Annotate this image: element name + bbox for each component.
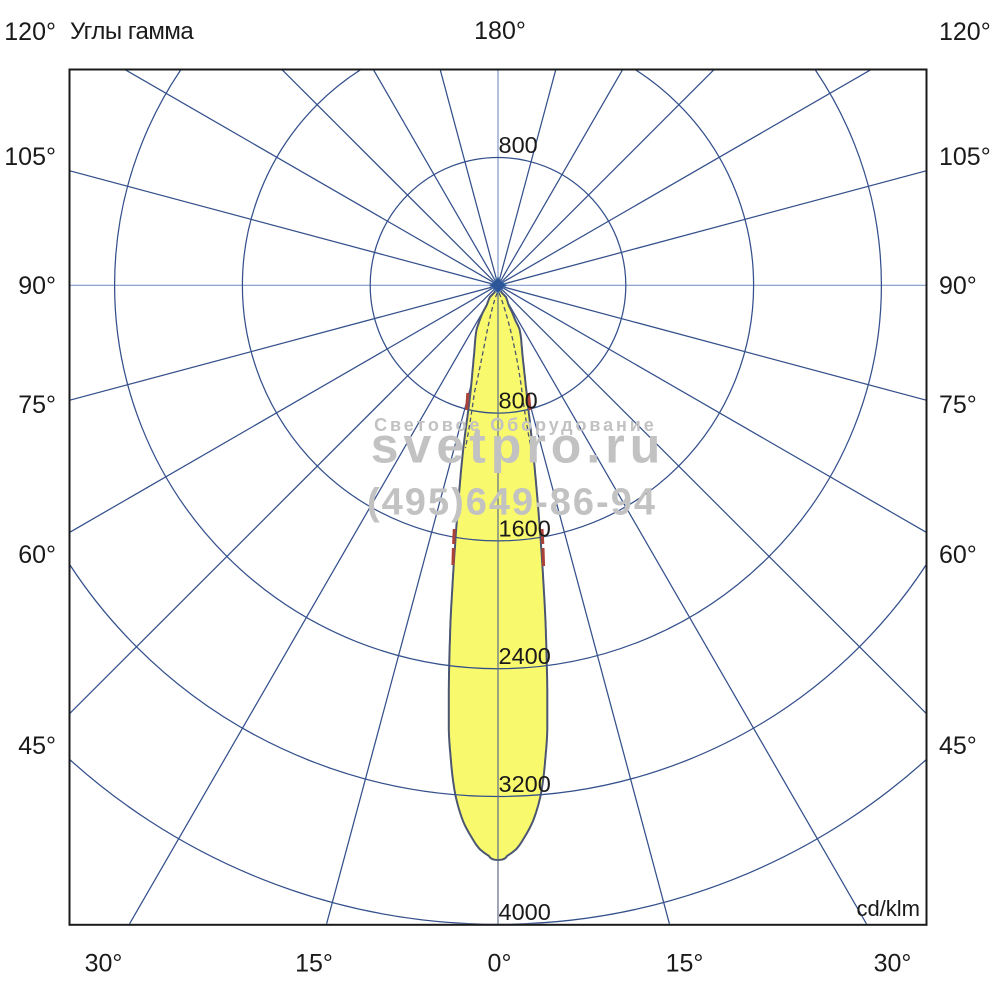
svg-text:800: 800 [499,388,538,414]
svg-text:15°: 15° [666,950,704,978]
svg-text:75°: 75° [939,391,977,419]
svg-text:90°: 90° [18,272,56,300]
svg-text:180°: 180° [474,17,526,45]
svg-text:45°: 45° [18,732,56,760]
svg-text:60°: 60° [939,541,977,569]
svg-text:120°: 120° [939,18,991,46]
svg-text:60°: 60° [18,541,56,569]
svg-text:Углы гамма: Углы гамма [70,18,194,45]
svg-text:4000: 4000 [499,899,551,925]
svg-text:svetpro.ru: svetpro.ru [371,417,666,473]
svg-text:3200: 3200 [499,771,551,797]
svg-text:120°: 120° [4,18,56,46]
svg-text:30°: 30° [85,950,123,978]
svg-text:30°: 30° [874,950,912,978]
svg-text:Световое Оборудование: Световое Оборудование [374,415,657,435]
svg-text:15°: 15° [295,950,333,978]
svg-text:45°: 45° [939,732,977,760]
svg-text:(495)649-86-94: (495)649-86-94 [367,482,657,524]
svg-text:105°: 105° [939,143,991,171]
svg-text:90°: 90° [939,272,977,300]
svg-text:800: 800 [499,132,538,158]
svg-text:105°: 105° [4,143,56,171]
svg-text:cd/klm: cd/klm [856,896,920,921]
svg-text:1600: 1600 [499,515,551,541]
svg-text:75°: 75° [18,391,56,419]
svg-text:2400: 2400 [499,643,551,669]
svg-text:0°: 0° [488,950,512,978]
